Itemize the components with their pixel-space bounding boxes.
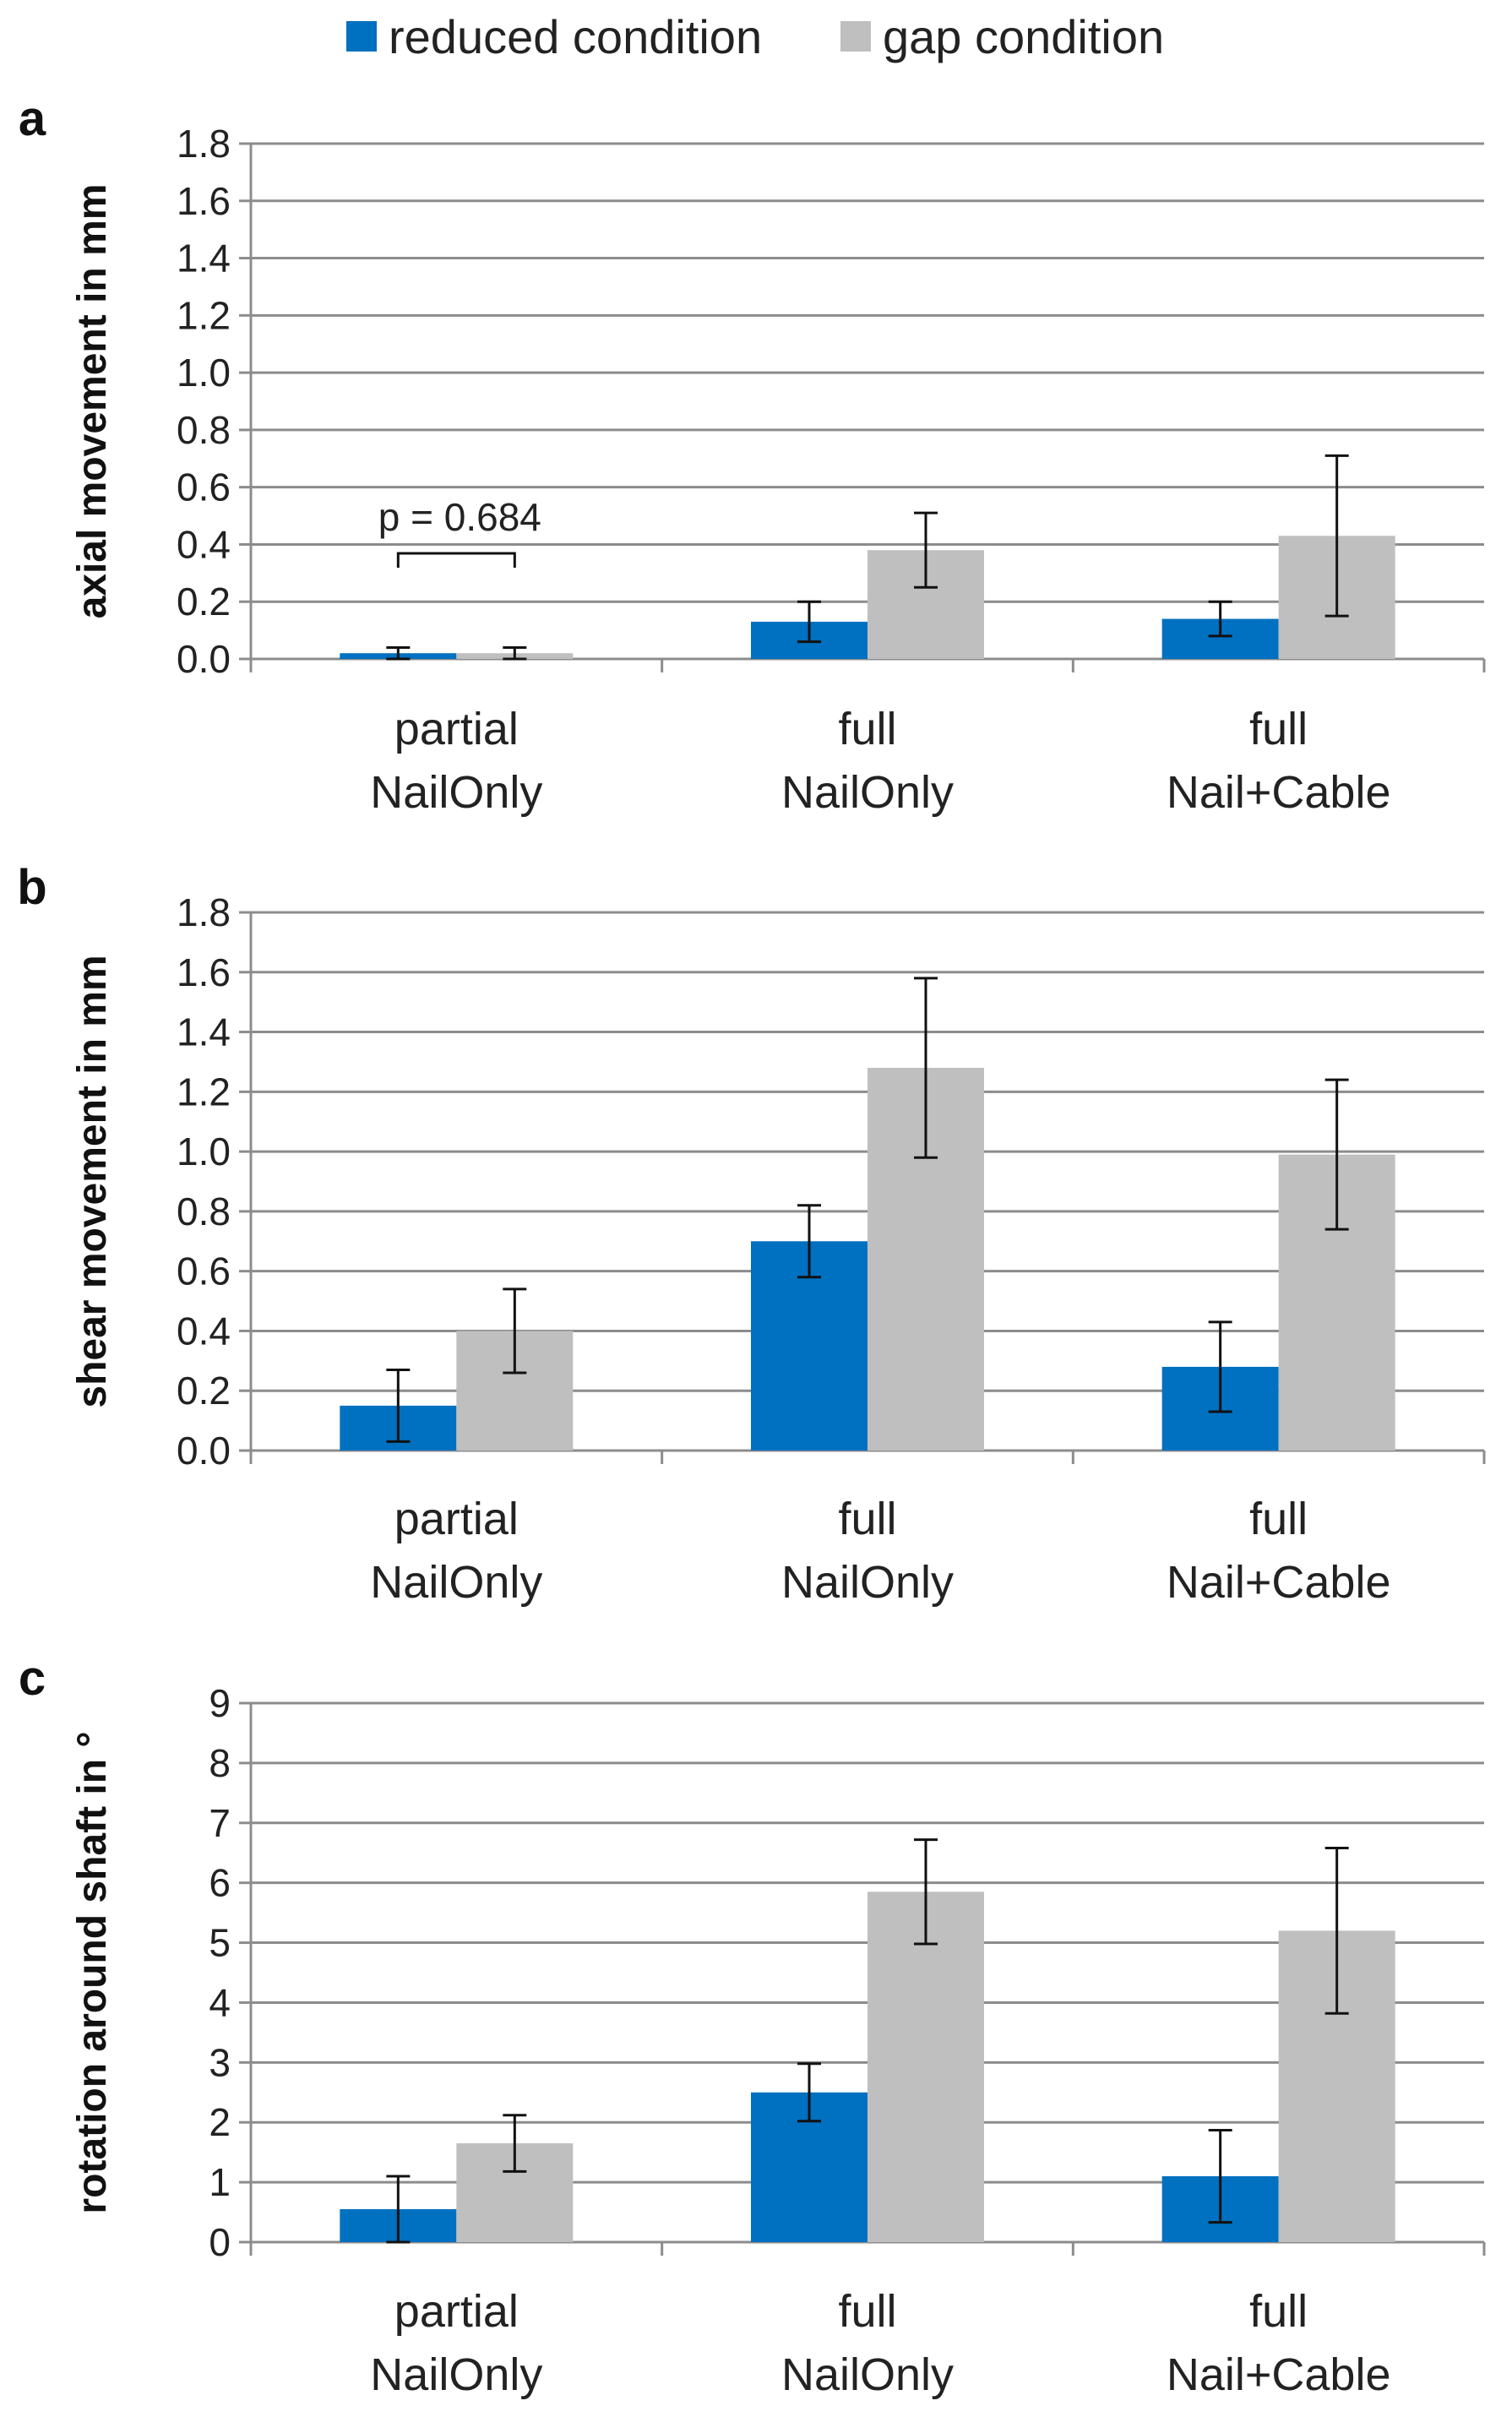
category-label-line2: NailOnly: [781, 1557, 954, 1608]
y-tick-label: 4: [209, 1980, 231, 2024]
category-label-line2: Nail+Cable: [1167, 1557, 1391, 1608]
y-tick-label: 0.6: [177, 465, 231, 509]
panel-b: 0.0 0.2 0.4 0.6 0.8 1.0 1.2 1.4 1.6 1.8 b shear mov…: [17, 860, 1486, 1608]
legend-swatch-reduced: [346, 21, 377, 52]
category-label-line1: partial: [394, 1494, 519, 1544]
panel-a: 0.0 0.2 0.4 0.6 0.8 1.0 1.2 1.4 1.6 1.8 a axial mov…: [19, 91, 1486, 818]
category-label-line1: full: [838, 2286, 896, 2337]
y-tick-label: 7: [209, 1801, 231, 1845]
legend-label-reduced: reduced condition: [389, 9, 763, 63]
panel-letter: c: [19, 1651, 46, 1706]
category-label-line2: NailOnly: [781, 767, 954, 818]
y-tick-label: 0.2: [177, 1369, 231, 1413]
y-tick-label: 1.8: [177, 890, 231, 934]
y-tick-label: 6: [209, 1861, 231, 1905]
y-tick-label: 0.0: [177, 1429, 231, 1473]
y-tick-label: 1: [209, 2160, 231, 2204]
y-axis-label: shear movement in mm: [70, 955, 115, 1407]
category-label-line2: NailOnly: [781, 2349, 954, 2400]
y-tick-label: 0.2: [177, 580, 231, 623]
y-tick-label: 8: [209, 1741, 231, 1785]
y-tick-label: 0.0: [177, 637, 231, 681]
y-tick-label: 1.2: [177, 1070, 231, 1113]
y-tick-label: 1.6: [177, 950, 231, 994]
bar-gap: [867, 1892, 984, 2242]
y-tick-label: 1.8: [177, 122, 231, 166]
y-tick-label: 5: [209, 1921, 231, 1965]
y-tick-label: 0.6: [177, 1249, 231, 1293]
y-tick-label: 1.0: [177, 1130, 231, 1173]
y-tick-label: 0.4: [177, 522, 231, 566]
y-tick-label: 0.8: [177, 1189, 231, 1233]
category-label-line1: partial: [394, 2286, 519, 2337]
y-tick-label: 1.4: [177, 1010, 231, 1054]
y-tick-label: 0: [209, 2220, 231, 2264]
category-label-line1: full: [1249, 2286, 1308, 2337]
significance-bracket: [396, 552, 516, 568]
category-label-line2: NailOnly: [370, 1557, 542, 1608]
legend: reduced condition gap condition: [0, 7, 1512, 66]
category-label-line1: full: [1249, 1494, 1308, 1544]
category-label-line2: Nail+Cable: [1167, 767, 1391, 818]
y-tick-label: 3: [209, 2040, 231, 2084]
legend-item-reduced: reduced condition: [346, 7, 762, 66]
legend-item-gap: gap condition: [840, 7, 1164, 66]
legend-label-gap: gap condition: [883, 9, 1165, 63]
category-label-line1: full: [838, 1494, 896, 1544]
y-tick-label: 1.2: [177, 293, 231, 337]
y-axis-label: rotation around shaft in °: [70, 1731, 115, 2213]
category-label-line1: full: [1249, 704, 1308, 754]
y-tick-label: 2: [209, 2100, 231, 2144]
y-tick-label: 1.0: [177, 351, 231, 395]
panel-c: 0 1 2 3 4 5 6 7 8 9 c rotation around shaft in ° par…: [19, 1651, 1486, 2400]
panel-letter: a: [19, 91, 46, 146]
y-tick-label: 9: [209, 1681, 231, 1725]
category-label-line1: partial: [394, 704, 519, 754]
y-tick-label: 0.8: [177, 408, 231, 452]
category-label-line2: NailOnly: [370, 2349, 542, 2400]
y-tick-label: 1.6: [177, 179, 231, 223]
y-axis-label: axial movement in mm: [70, 184, 115, 619]
y-tick-label: 0.4: [177, 1309, 231, 1353]
category-label-line2: Nail+Cable: [1167, 2349, 1391, 2400]
y-tick-label: 1.4: [177, 237, 231, 280]
category-label-line1: full: [838, 704, 896, 754]
category-label-line2: NailOnly: [370, 767, 542, 818]
p-value-annotation: p = 0.684: [378, 495, 541, 539]
panel-letter: b: [17, 860, 46, 915]
legend-swatch-gap: [840, 21, 871, 52]
